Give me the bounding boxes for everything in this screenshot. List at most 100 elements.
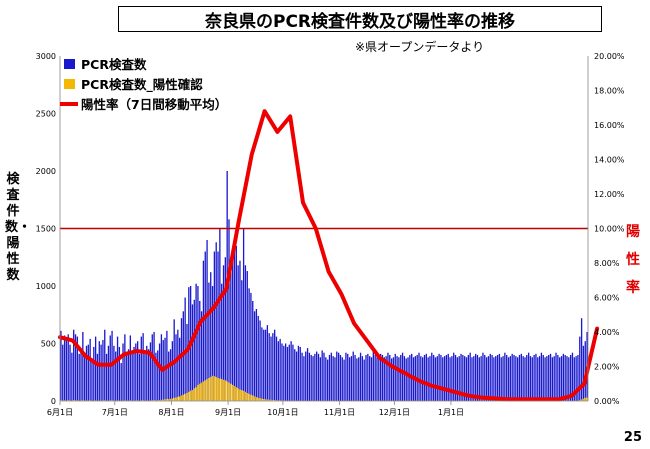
legend-label: PCR検査数_陽性確認 <box>81 77 203 93</box>
bar-positive <box>233 386 236 401</box>
bar-pcr-tests <box>288 344 290 401</box>
bar-positive <box>242 390 245 401</box>
bar-pcr-tests <box>330 352 332 401</box>
bar-pcr-tests <box>348 357 351 401</box>
bar-pcr-tests <box>401 352 404 401</box>
bar-pcr-tests <box>208 282 210 401</box>
bar-pcr-tests <box>87 344 89 401</box>
bar-pcr-tests <box>334 357 336 401</box>
bar-pcr-tests <box>242 228 245 401</box>
bar-pcr-tests <box>400 355 402 401</box>
page-title: 奈良県のPCR検査件数及び陽性率の推移 <box>118 6 602 32</box>
bar-pcr-tests <box>292 344 294 401</box>
bar-pcr-tests <box>451 356 453 401</box>
bar-pcr-tests <box>560 356 563 401</box>
bar-pcr-tests <box>116 336 119 401</box>
bar-pcr-tests <box>445 355 448 401</box>
bar-pcr-tests <box>149 342 152 401</box>
bar-pcr-tests <box>569 355 572 401</box>
bar-pcr-tests <box>509 356 512 401</box>
y-axis-label-right: 陽性率 <box>626 224 640 296</box>
bar-pcr-tests <box>573 357 575 401</box>
bar-pcr-tests <box>582 345 585 401</box>
bar-positive <box>270 399 272 401</box>
bar-pcr-tests <box>305 351 307 401</box>
bar-pcr-tests <box>71 352 73 401</box>
y-tick-label-right: 8.00% <box>594 259 620 268</box>
bar-pcr-tests <box>246 271 248 401</box>
bar-positive <box>188 391 190 401</box>
bar-positive <box>252 395 254 401</box>
bar-pcr-tests <box>107 345 110 401</box>
bar-pcr-tests <box>557 355 559 401</box>
bar-positive <box>186 392 188 401</box>
bar-pcr-tests <box>564 355 566 401</box>
bar-pcr-tests <box>500 357 502 401</box>
bar-positive <box>191 390 194 401</box>
bar-pcr-tests <box>306 348 309 401</box>
bar-pcr-tests <box>314 353 316 401</box>
bar-positive <box>250 394 252 401</box>
y-tick-label-right: 10.00% <box>594 225 625 234</box>
bar-positive <box>213 376 216 401</box>
legend-swatch <box>64 79 75 89</box>
bar-positive <box>261 398 263 401</box>
bar-pcr-tests <box>120 363 122 401</box>
bar-positive <box>266 399 269 401</box>
bar-pcr-tests <box>195 283 197 401</box>
bar-pcr-tests <box>571 352 574 401</box>
bar-pcr-tests <box>378 358 380 401</box>
page-number: 25 <box>623 430 642 445</box>
bar-pcr-tests <box>476 355 479 401</box>
bar-pcr-tests <box>175 334 177 401</box>
bar-pcr-tests <box>392 357 395 401</box>
bar-positive <box>259 398 261 401</box>
bar-pcr-tests <box>337 352 340 401</box>
bar-pcr-tests <box>308 352 311 401</box>
bar-pcr-tests <box>458 356 460 401</box>
bar-positive <box>168 399 170 401</box>
bar-pcr-tests <box>73 329 75 401</box>
bar-pcr-tests <box>266 325 269 401</box>
bar-positive <box>82 400 84 401</box>
bar-positive <box>246 392 248 401</box>
bar-pcr-tests <box>100 344 102 401</box>
x-tick-label: 10月1日 <box>267 408 298 417</box>
bar-pcr-tests <box>432 355 435 401</box>
bar-pcr-tests <box>319 357 322 401</box>
bar-pcr-tests <box>467 355 469 401</box>
bar-pcr-tests <box>568 357 570 401</box>
bar-positive <box>189 390 192 401</box>
bar-pcr-tests <box>65 338 68 401</box>
bar-pcr-tests <box>345 352 347 401</box>
bar-pcr-tests <box>219 228 221 401</box>
bar-pcr-tests <box>398 357 400 401</box>
bar-pcr-tests <box>575 356 577 401</box>
bar-pcr-tests <box>317 353 320 401</box>
bar-pcr-tests <box>277 341 279 401</box>
source-note: ※県オープンデータより <box>355 40 485 54</box>
bar-pcr-tests <box>383 357 385 401</box>
bar-pcr-tests <box>491 355 493 401</box>
bar-pcr-tests <box>507 357 510 401</box>
bar-pcr-tests <box>244 265 247 401</box>
bar-pcr-tests <box>370 357 373 401</box>
bar-pcr-tests <box>555 352 557 401</box>
bar-pcr-tests <box>485 357 488 401</box>
bar-pcr-tests <box>129 335 131 401</box>
bar-pcr-tests <box>235 245 237 401</box>
bar-pcr-tests <box>427 357 429 401</box>
bar-pcr-tests <box>341 357 343 401</box>
bar-pcr-tests <box>553 356 555 401</box>
bar-pcr-tests <box>387 352 389 401</box>
bar-positive <box>580 399 583 401</box>
x-tick-label: 1月1日 <box>438 408 464 417</box>
bar-positive <box>197 384 199 401</box>
line-positivity-rate <box>58 109 600 402</box>
bar-pcr-tests <box>168 351 170 401</box>
x-tick-label: 8月1日 <box>158 408 184 417</box>
bar-positive <box>153 400 155 401</box>
bar-pcr-tests <box>526 355 528 401</box>
bar-pcr-tests <box>215 242 217 401</box>
bar-pcr-tests <box>506 355 508 401</box>
